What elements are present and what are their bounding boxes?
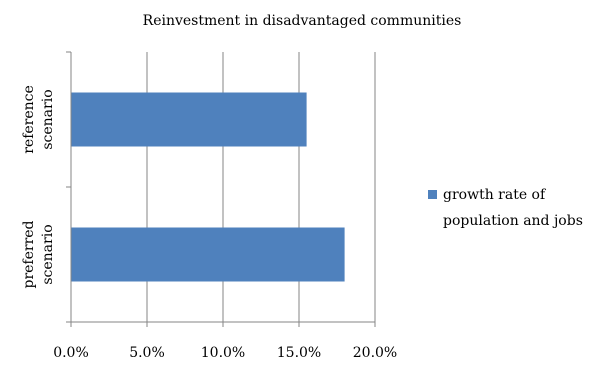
category-label: reference scenario xyxy=(21,85,56,154)
label-layer: 0.0% 5.0% 10.0% 15.0% 20.0%reference scenario… xyxy=(21,85,397,361)
chart-title: Reinvestment in disadvantaged communitie… xyxy=(143,13,462,29)
legend-label: population and jobs xyxy=(443,213,583,229)
legend-label: growth rate of xyxy=(443,187,547,203)
x-tick-label: 10.0% xyxy=(201,345,245,361)
legend-swatch xyxy=(428,190,437,199)
x-tick-label: 15.0% xyxy=(277,345,321,361)
category-label-line: preferred xyxy=(21,220,37,288)
category-label-line: reference xyxy=(21,85,37,154)
category-label: preferred scenario xyxy=(21,220,56,288)
bar xyxy=(71,227,345,282)
category-label-line: scenario xyxy=(40,89,56,149)
x-tick-label: 0.0% xyxy=(53,345,89,361)
x-tick-label: 5.0% xyxy=(129,345,165,361)
category-label-line: scenario xyxy=(40,224,56,284)
legend: growth rate of population and jobs xyxy=(428,187,583,229)
x-tick-label: 20.0% xyxy=(353,345,397,361)
bar-layer xyxy=(71,92,345,282)
bar xyxy=(71,92,307,147)
axis-layer xyxy=(66,51,376,327)
